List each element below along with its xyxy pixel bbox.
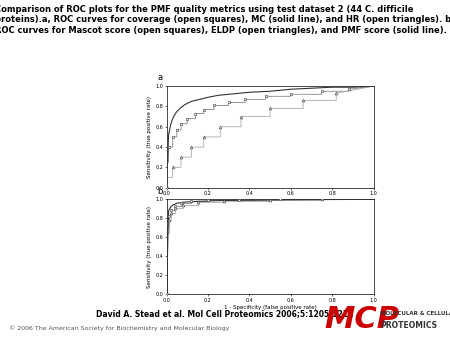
Y-axis label: Sensitivity (true positive rate): Sensitivity (true positive rate) xyxy=(148,206,153,288)
Text: MCP: MCP xyxy=(324,305,399,334)
Text: David A. Stead et al. Mol Cell Proteomics 2006;5:1205-1211: David A. Stead et al. Mol Cell Proteomic… xyxy=(96,309,354,318)
Text: Comparison of ROC plots for the PMF quality metrics using test dataset 2 (44 C. : Comparison of ROC plots for the PMF qual… xyxy=(0,5,450,35)
Text: PROTEOMICS: PROTEOMICS xyxy=(380,321,437,330)
Text: a: a xyxy=(157,73,162,82)
Text: b: b xyxy=(157,187,162,196)
X-axis label: 1 - Specificity (false positive rate): 1 - Specificity (false positive rate) xyxy=(224,305,316,310)
Text: © 2006 The American Society for Biochemistry and Molecular Biology: © 2006 The American Society for Biochemi… xyxy=(9,325,230,331)
Y-axis label: Sensitivity (true positive rate): Sensitivity (true positive rate) xyxy=(148,96,153,178)
X-axis label: 1 - Specificity (false positive rate): 1 - Specificity (false positive rate) xyxy=(224,199,316,204)
Text: MOLECULAR & CELLULAR: MOLECULAR & CELLULAR xyxy=(380,311,450,316)
